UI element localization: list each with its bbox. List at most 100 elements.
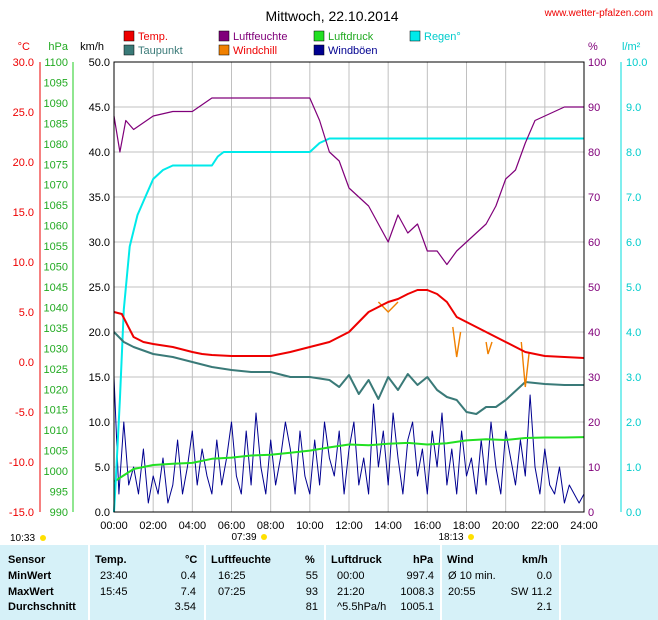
tick-label-hPa: 1055	[44, 241, 68, 253]
tick-label-hPa: 1025	[44, 364, 68, 376]
sunrise-label: 07:39	[231, 532, 256, 543]
axis-unit-label: %	[588, 41, 598, 53]
statistics-table: Sensor Temp. °C Luftfeuchte % Luftdruck …	[0, 545, 658, 620]
tick-label-C: 0.0	[19, 357, 34, 369]
stats-cell: SW 11.2	[510, 585, 552, 598]
x-tick-label: 04:00	[179, 520, 207, 532]
sunset-label: 18:13	[438, 532, 463, 543]
axis-ticks: 30.0 25.0 20.0 15.0 10.0 5.0 0.0 -5.0 -10.0 -15.0…	[9, 57, 648, 532]
stats-cell: 997.4	[406, 570, 434, 582]
stats-cell: 21:20	[337, 585, 365, 598]
tick-label-C: 10.0	[13, 257, 34, 269]
stats-cell: 0.4	[180, 570, 196, 582]
legend-label: Taupunkt	[138, 45, 183, 57]
x-tick-label: 20:00	[492, 520, 520, 532]
axis-unit-label: km/h	[80, 41, 104, 53]
axis-unit-label: hPa	[48, 41, 68, 53]
tick-label-lm: 7.0	[626, 192, 641, 204]
tick-label-kmh: 40.0	[89, 147, 110, 159]
axis-unit-label: l/m²	[622, 41, 641, 53]
series-luftfeuchte	[113, 97, 584, 266]
tick-label-hPa: 1085	[44, 118, 68, 130]
chart-title: Mittwoch, 22.10.2014	[265, 8, 398, 24]
tick-label-C: -15.0	[9, 507, 34, 519]
legend-swatch	[218, 30, 230, 42]
tick-label-lm: 9.0	[626, 102, 641, 114]
legend-swatch	[313, 30, 325, 42]
stats-row-label: MaxWert	[8, 585, 54, 598]
tick-label-: 50	[588, 282, 600, 294]
tick-label-hPa: 1000	[44, 466, 68, 478]
series-luftdruck	[113, 436, 585, 483]
tick-label-lm: 1.0	[626, 462, 641, 474]
tick-label-: 80	[588, 147, 600, 159]
tick-label-: 60	[588, 237, 600, 249]
website-link[interactable]: www.wetter-pfalzen.com	[544, 8, 653, 19]
tick-label-hPa: 1090	[44, 98, 68, 110]
x-tick-label: 06:00	[218, 520, 246, 532]
legend-swatch	[123, 44, 135, 56]
legend: Temp. Luftfeuchte Luftdruck Regen° Taupunkt W…	[123, 30, 461, 57]
tick-label-hPa: 1050	[44, 262, 68, 274]
tick-label-lm: 0.0	[626, 507, 641, 519]
tick-label-kmh: 20.0	[89, 327, 110, 339]
divider	[324, 545, 326, 620]
stats-row-label: MinWert	[8, 570, 52, 582]
tick-label-lm: 6.0	[626, 237, 641, 249]
tick-label-: 30	[588, 372, 600, 384]
header-temp: Temp.	[95, 554, 127, 566]
tick-label-C: 5.0	[19, 307, 34, 319]
sunset-icon	[468, 534, 474, 540]
tick-label-lm: 2.0	[626, 417, 641, 429]
stats-cell: 07:25	[218, 585, 246, 598]
tick-label-: 90	[588, 102, 600, 114]
divider	[204, 545, 206, 620]
tick-label-kmh: 15.0	[89, 372, 110, 384]
legend-label: Luftfeuchte	[233, 31, 287, 43]
tick-label-kmh: 50.0	[89, 57, 110, 69]
tick-label-: 100	[588, 57, 606, 69]
x-tick-label: 24:00	[570, 520, 598, 532]
tick-label-hPa: 1035	[44, 323, 68, 335]
stats-cell: 1008.3	[400, 585, 434, 598]
tick-label-hPa: 1065	[44, 200, 68, 212]
x-tick-label: 12:00	[335, 520, 363, 532]
tick-label-: 70	[588, 192, 600, 204]
divider	[440, 545, 442, 620]
axis-unit-label: °C	[18, 41, 30, 53]
tick-label-hPa: 990	[50, 507, 68, 519]
stats-cell: 81	[305, 601, 318, 613]
tick-label-lm: 3.0	[626, 372, 641, 384]
tick-label-C: -5.0	[15, 407, 34, 419]
x-tick-label: 22:00	[531, 520, 559, 532]
x-tick-label: 14:00	[374, 520, 402, 532]
x-tick-label: 00:00	[100, 520, 128, 532]
tick-label-: 20	[588, 417, 600, 429]
tick-label-: 0	[588, 507, 594, 519]
axis-units: °C hPa km/h% l/m²	[18, 41, 641, 53]
tick-label-kmh: 30.0	[89, 237, 110, 249]
tick-label-C: -10.0	[9, 457, 34, 469]
header-wind-unit: km/h	[522, 554, 548, 566]
stats-cell: 55	[305, 570, 318, 582]
stats-cell: 3.54	[174, 601, 196, 613]
tick-label-hPa: 1010	[44, 425, 68, 437]
tick-label-hPa: 1030	[44, 343, 68, 355]
header-humidity-unit: %	[305, 554, 315, 566]
series-regen	[113, 137, 584, 513]
x-tick-label: 16:00	[414, 520, 442, 532]
legend-label: Luftdruck	[328, 31, 374, 43]
series-windchill	[520, 341, 530, 388]
stats-cell: 20:55	[448, 585, 476, 598]
stats-cell: 23:40	[100, 570, 128, 582]
tick-label-: 40	[588, 327, 600, 339]
tick-label-lm: 5.0	[626, 282, 641, 294]
sun-markers: 10:33 07:39 18:13	[10, 532, 474, 544]
series-windchill	[452, 326, 462, 358]
tick-label-hPa: 995	[50, 487, 68, 499]
tick-label-hPa: 1015	[44, 405, 68, 417]
header-pressure: Luftdruck	[331, 554, 382, 566]
sun-icon	[40, 535, 46, 541]
series-windben	[113, 376, 585, 504]
legend-label: Regen°	[424, 31, 461, 43]
